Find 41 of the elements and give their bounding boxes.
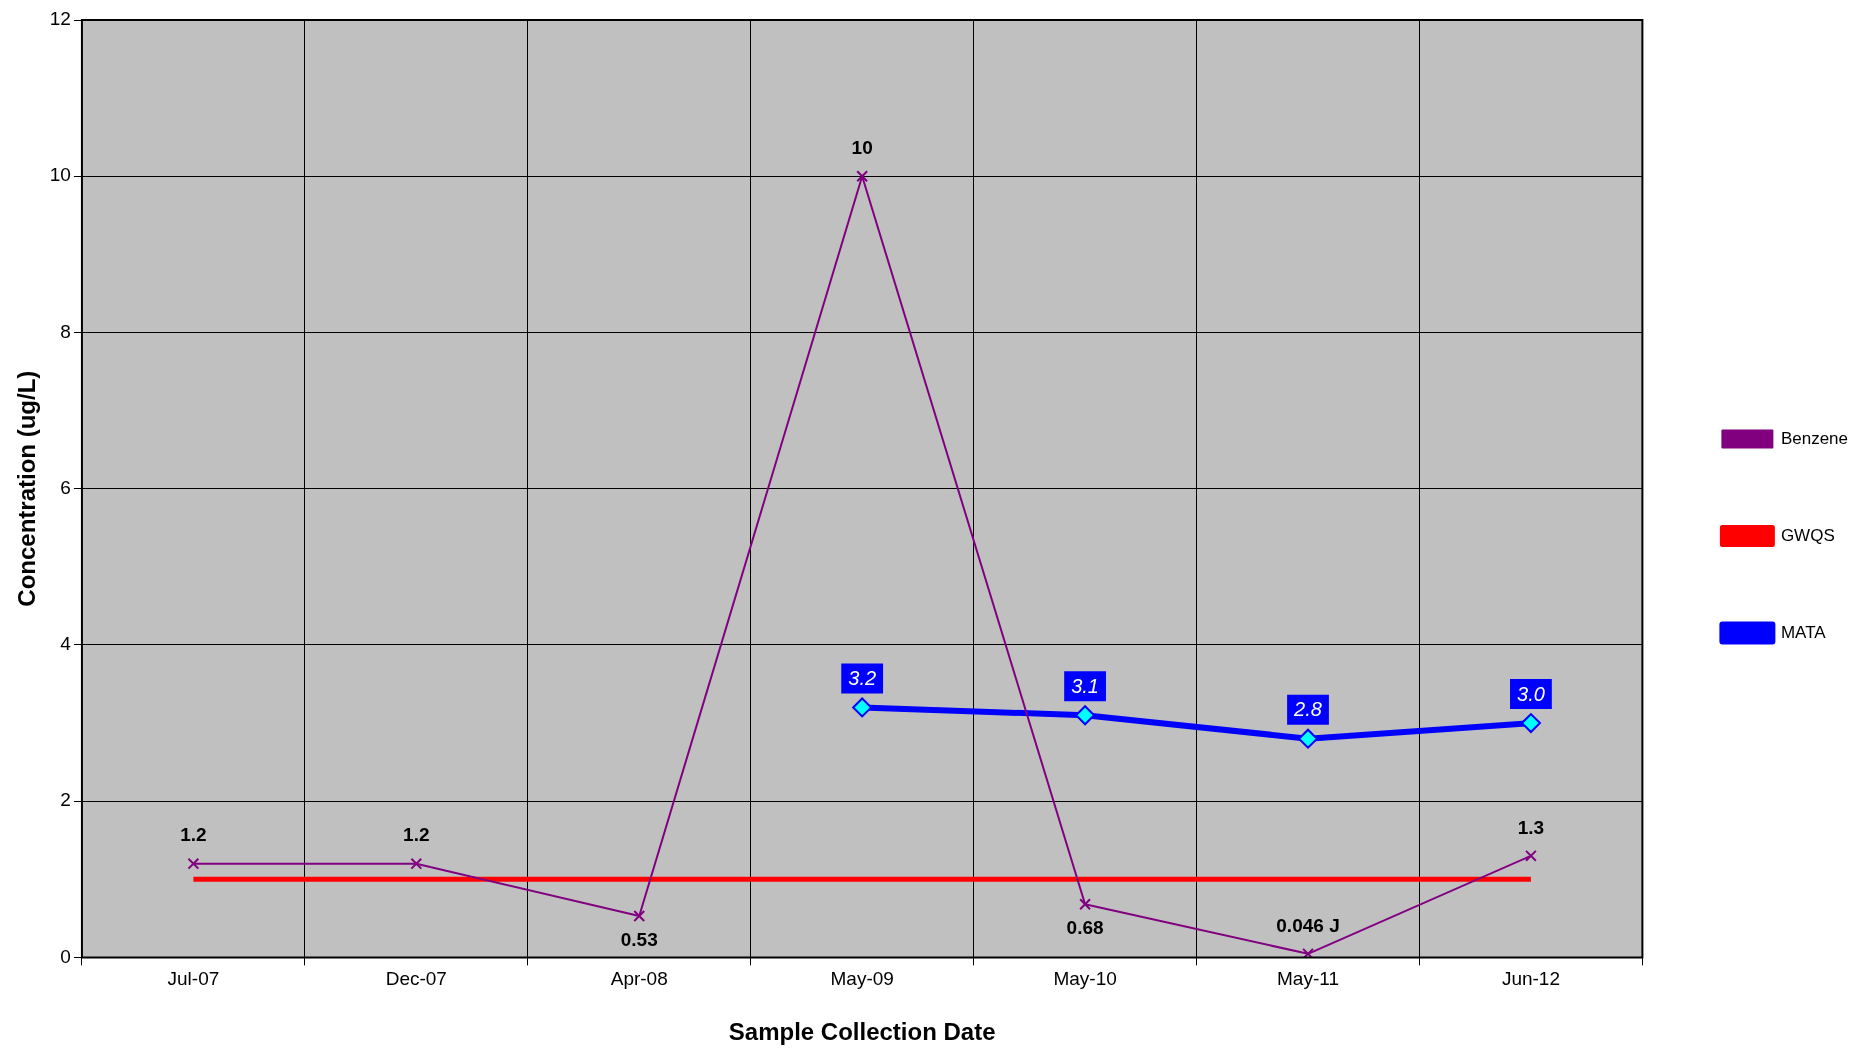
x-tick-label: Apr-08: [610, 968, 668, 990]
y-tick-label: 8: [60, 320, 71, 342]
point: [633, 910, 646, 922]
data-label: 0.53: [620, 928, 658, 950]
point: [1298, 728, 1319, 749]
point: [856, 170, 869, 183]
data-label: 0.68: [1066, 917, 1104, 939]
data-label: 3.1: [1071, 674, 1099, 697]
x-tick-label: Dec-07: [385, 968, 447, 990]
y-axis-title: Concentration (ug/L): [13, 370, 41, 607]
y-tick-label: 12: [49, 8, 71, 30]
point: [1079, 898, 1092, 911]
x-tick-label: May-09: [830, 968, 894, 990]
x-tick-label: Jun-12: [1501, 968, 1560, 990]
y-tick-label: 2: [60, 789, 71, 811]
data-label: 3.2: [848, 666, 877, 689]
x-tick-label: Jul-07: [167, 968, 220, 990]
y-tick-label: 0: [60, 945, 71, 967]
data-label: 1.3: [1517, 816, 1545, 838]
y-tick-label: 10: [49, 164, 71, 186]
x-axis-title: Sample Collection Date: [728, 1018, 996, 1046]
x-tick-label: May-11: [1277, 968, 1339, 990]
point: [1520, 713, 1541, 734]
data-label: 0.046 J: [1276, 914, 1340, 936]
y-tick-label: 6: [60, 476, 71, 498]
point: [410, 857, 423, 870]
point: [1524, 849, 1537, 862]
data-label: 3.0: [1517, 682, 1545, 705]
data-label: 1.2: [180, 824, 207, 846]
data-label: 2.8: [1293, 698, 1322, 721]
point: [1075, 705, 1096, 726]
legend-label: Benzene: [1780, 428, 1849, 448]
y-tick-label: 4: [60, 633, 72, 655]
point: [187, 857, 200, 870]
legend-label: MATA: [1780, 622, 1827, 642]
legend-label: GWQS: [1780, 525, 1835, 545]
x-tick-label: May-10: [1053, 968, 1117, 990]
data-label: 1.2: [403, 824, 430, 846]
data-label: 10: [851, 136, 873, 158]
point: [1302, 947, 1314, 958]
point: [852, 697, 873, 718]
